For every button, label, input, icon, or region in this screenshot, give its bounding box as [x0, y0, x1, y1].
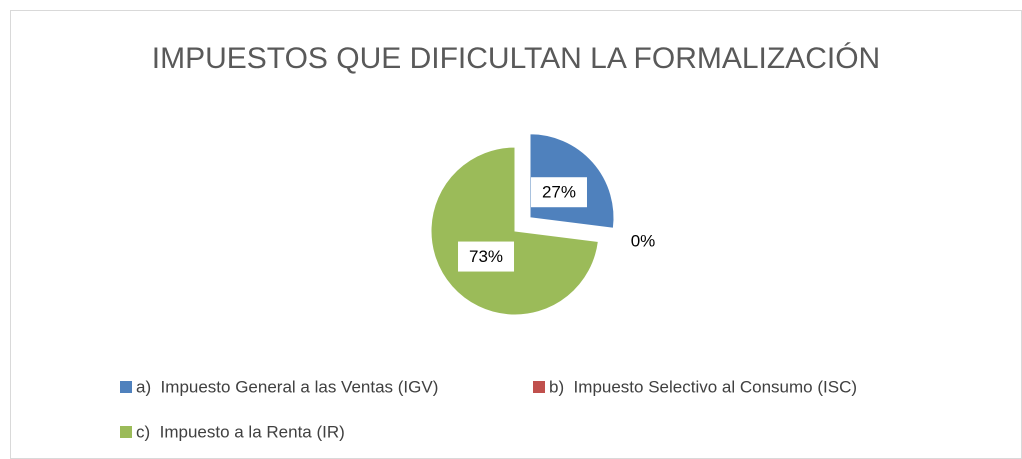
pie-slice: [430, 146, 599, 316]
data-label: 0%: [631, 232, 656, 251]
legend-swatch: [533, 381, 545, 393]
data-label: 73%: [469, 247, 503, 266]
legend-swatch: [120, 381, 132, 393]
data-label-box: [458, 241, 515, 272]
chart-title: IMPUESTOS QUE DIFICULTAN LA FORMALIZACIÓ…: [152, 42, 880, 75]
legend-label: a) Impuesto General a las Ventas (IGV): [136, 377, 438, 396]
data-label: 27%: [542, 183, 576, 202]
legend-swatch: [120, 426, 132, 438]
legend-label: c) Impuesto a la Renta (IR): [136, 422, 345, 441]
legend-label: b) Impuesto Selectivo al Consumo (ISC): [549, 377, 857, 396]
data-label-box: [530, 177, 587, 208]
